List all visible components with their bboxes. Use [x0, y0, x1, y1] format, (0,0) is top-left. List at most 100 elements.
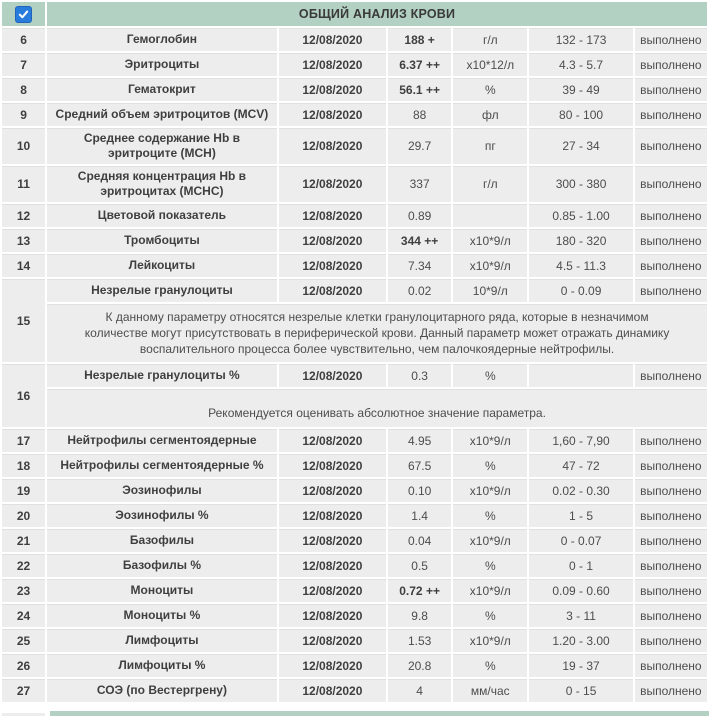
table-row: 11 Средняя концентрация Hb в эритроцитах…	[2, 166, 707, 202]
test-date-cell: 12/08/2020	[278, 78, 387, 101]
unit-cell: мм/час	[453, 679, 528, 702]
row-number-cell: 14	[2, 254, 46, 277]
row-number-cell: 11	[2, 166, 46, 202]
section-checkbox-cell	[2, 2, 46, 26]
table-row: 14 Лейкоциты 12/08/2020 7.34 х10*9/л 4.5…	[2, 254, 707, 277]
reference-range-cell: 132 - 173	[529, 28, 633, 51]
unit-cell: %	[453, 78, 528, 101]
test-date-cell: 12/08/2020	[278, 429, 387, 452]
test-name-cell: Лейкоциты	[47, 254, 277, 277]
reference-range-cell: 19 - 37	[529, 654, 633, 677]
status-cell: выполнено	[634, 554, 707, 577]
test-date-cell: 12/08/2020	[278, 204, 387, 227]
table-row: 17 Нейтрофилы сегментоядерные 12/08/2020…	[2, 429, 707, 452]
result-value-cell: 0.04	[388, 529, 452, 552]
row-number-cell: 16	[2, 364, 46, 427]
test-name-cell: Цветовой показатель	[47, 204, 277, 227]
test-date-cell: 12/08/2020	[278, 479, 387, 502]
unit-cell: х10*12/л	[453, 53, 528, 76]
status-cell: выполнено	[634, 28, 707, 51]
row-number-cell: 12	[2, 204, 46, 227]
result-value-cell: 29.7	[388, 128, 452, 164]
unit-cell: пг	[453, 128, 528, 164]
reference-range-cell: 0 - 1	[529, 554, 633, 577]
row-number-cell: 23	[2, 579, 46, 602]
row-number-cell: 25	[2, 629, 46, 652]
test-date-cell: 12/08/2020	[278, 579, 387, 602]
unit-cell: г/л	[453, 28, 528, 51]
reference-range-cell	[529, 364, 633, 387]
reference-range-cell: 4.5 - 11.3	[529, 254, 633, 277]
unit-cell: 10*9/л	[453, 279, 528, 302]
test-name-cell: СОЭ (по Вестергрену)	[47, 679, 277, 702]
row-number-cell: 6	[2, 28, 46, 51]
unit-cell: х10*9/л	[453, 254, 528, 277]
test-date-cell: 12/08/2020	[278, 128, 387, 164]
unit-cell: х10*9/л	[453, 229, 528, 252]
result-value-cell: 0.89	[388, 204, 452, 227]
test-name-cell: Незрелые гранулоциты	[47, 279, 277, 302]
reference-range-cell: 4.3 - 5.7	[529, 53, 633, 76]
unit-cell: х10*9/л	[453, 529, 528, 552]
row-number-cell: 10	[2, 128, 46, 164]
row-number-cell: 24	[2, 604, 46, 627]
reference-range-cell: 47 - 72	[529, 454, 633, 477]
section-select-checkbox[interactable]	[15, 5, 33, 23]
reference-range-cell: 1,60 - 7,90	[529, 429, 633, 452]
result-value-cell: 56.1 ++	[388, 78, 452, 101]
unit-cell: фл	[453, 103, 528, 126]
result-value-cell: 0.02	[388, 279, 452, 302]
result-value-cell: 0.72 ++	[388, 579, 452, 602]
test-name-cell: Нейтрофилы сегментоядерные %	[47, 454, 277, 477]
row-number-cell: 13	[2, 229, 46, 252]
reference-range-cell: 0 - 0.07	[529, 529, 633, 552]
table-row: 23 Моноциты 12/08/2020 0.72 ++ х10*9/л 0…	[2, 579, 707, 602]
section-title: ОБЩИЙ АНАЛИЗ КРОВИ	[47, 2, 707, 26]
test-date-cell: 12/08/2020	[278, 529, 387, 552]
result-value-cell: 337	[388, 166, 452, 202]
result-value-cell: 0.3	[388, 364, 452, 387]
status-cell: выполнено	[634, 128, 707, 164]
reference-range-cell: 39 - 49	[529, 78, 633, 101]
test-date-cell: 12/08/2020	[278, 28, 387, 51]
test-name-cell: Нейтрофилы сегментоядерные	[47, 429, 277, 452]
result-value-cell: 7.34	[388, 254, 452, 277]
table-row: 9 Средний объем эритроцитов (MCV) 12/08/…	[2, 103, 707, 126]
test-name-cell: Моноциты	[47, 579, 277, 602]
table-row: 6 Гемоглобин 12/08/2020 188 + г/л 132 - …	[2, 28, 707, 51]
test-name-cell: Лимфоциты %	[47, 654, 277, 677]
reference-range-cell: 80 - 100	[529, 103, 633, 126]
reference-range-cell: 1 - 5	[529, 504, 633, 527]
table-row: 19 Эозинофилы 12/08/2020 0.10 х10*9/л 0.…	[2, 479, 707, 502]
test-name-cell: Эозинофилы	[47, 479, 277, 502]
result-value-cell: 88	[388, 103, 452, 126]
table-row: 24 Моноциты % 12/08/2020 9.8 % 3 - 11 вы…	[2, 604, 707, 627]
test-date-cell: 12/08/2020	[278, 604, 387, 627]
row-number-cell: 20	[2, 504, 46, 527]
table-row: 16 Незрелые гранулоциты % 12/08/2020 0.3…	[2, 364, 707, 427]
note-row: К данному параметру относятся незрелые к…	[2, 304, 707, 362]
status-cell: выполнено	[634, 654, 707, 677]
row-number-cell: 18	[2, 454, 46, 477]
test-name-cell: Эритроциты	[47, 53, 277, 76]
reference-range-cell: 0.09 - 0.60	[529, 579, 633, 602]
unit-cell: %	[453, 364, 528, 387]
section-header-row: ОБЩИЙ АНАЛИЗ КРОВИ	[2, 2, 707, 26]
unit-cell: х10*9/л	[453, 579, 528, 602]
result-value-cell: 9.8	[388, 604, 452, 627]
status-cell: выполнено	[634, 229, 707, 252]
status-cell: выполнено	[634, 454, 707, 477]
row-number-cell: 26	[2, 654, 46, 677]
row-number-cell: 8	[2, 78, 46, 101]
result-value-cell: 20.8	[388, 654, 452, 677]
table-row: 15 Незрелые гранулоциты 12/08/2020 0.02 …	[2, 279, 707, 362]
test-date-cell: 12/08/2020	[278, 679, 387, 702]
unit-cell: %	[453, 554, 528, 577]
table-row: 12 Цветовой показатель 12/08/2020 0.89 0…	[2, 204, 707, 227]
row-number-cell: 21	[2, 529, 46, 552]
unit-cell: х10*9/л	[453, 479, 528, 502]
test-note-cell: К данному параметру относятся незрелые к…	[47, 304, 707, 362]
table-row: 25 Лимфоциты 12/08/2020 1.53 х10*9/л 1.2…	[2, 629, 707, 652]
status-cell: выполнено	[634, 629, 707, 652]
status-cell: выполнено	[634, 103, 707, 126]
